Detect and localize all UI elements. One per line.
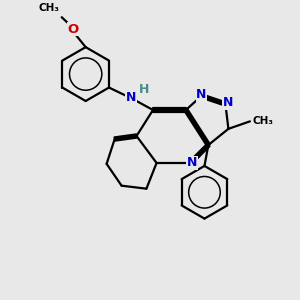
Text: H: H [139,83,149,96]
Text: N: N [223,96,233,109]
Text: N: N [126,91,136,104]
Text: CH₃: CH₃ [38,3,59,13]
Text: N: N [196,88,207,101]
Text: N: N [187,156,197,170]
Text: CH₃: CH₃ [252,116,273,126]
Text: O: O [68,23,79,36]
